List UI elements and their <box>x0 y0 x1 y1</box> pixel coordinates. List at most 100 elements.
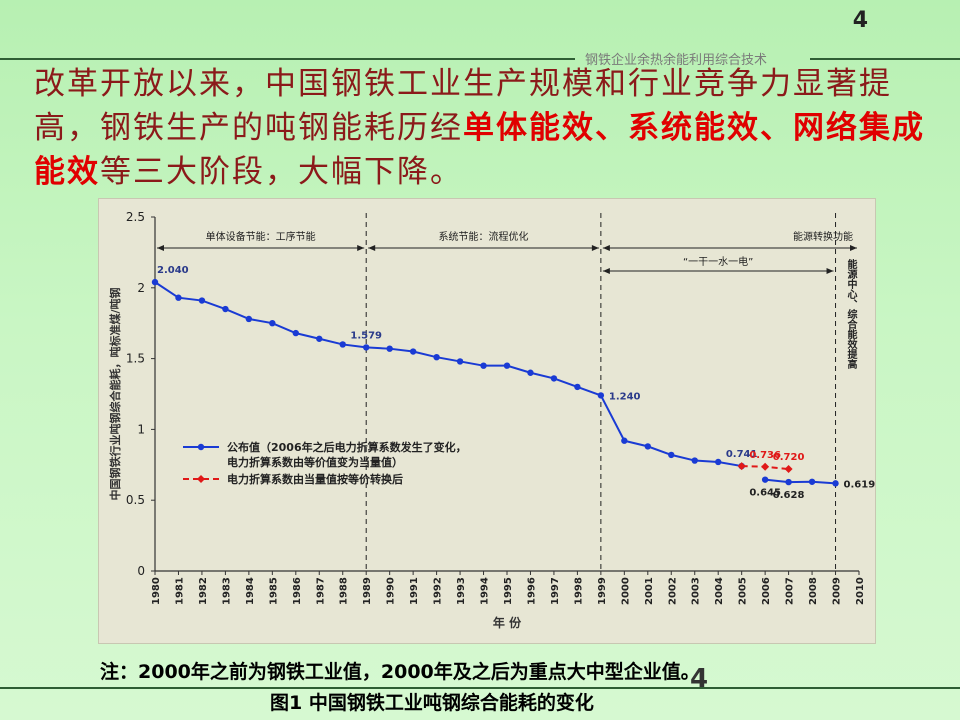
x-tick-label: 1981 <box>174 577 185 605</box>
phase-label: 系统节能：流程优化 <box>439 230 529 243</box>
data-point-converted <box>737 462 746 471</box>
x-tick-label: 2005 <box>738 577 749 605</box>
x-tick-label: 1996 <box>526 577 537 605</box>
data-point <box>503 362 511 369</box>
data-point <box>269 320 276 327</box>
y-tick-label: 0.5 <box>126 493 145 507</box>
data-point <box>151 278 159 286</box>
header-rule-right <box>810 58 960 60</box>
y-tick-label: 1 <box>137 422 145 436</box>
data-point <box>574 383 581 391</box>
legend-marker-converted <box>197 475 205 483</box>
data-point <box>386 345 393 352</box>
value-label: 2.040 <box>157 265 189 276</box>
series-line-published <box>154 281 742 468</box>
data-point <box>691 457 698 464</box>
sub-phase-arrowhead-left <box>602 268 610 274</box>
legend-label-published-cont: 电力折算系数由等价值变为当量值） <box>227 455 403 469</box>
data-point <box>668 451 675 459</box>
x-tick-label: 1980 <box>151 577 162 605</box>
x-tick-label: 1987 <box>315 577 326 605</box>
value-label: 0.741 <box>726 449 758 460</box>
data-point <box>761 476 769 483</box>
y-tick-label: 1.5 <box>126 352 145 366</box>
x-tick-label: 2002 <box>667 577 678 605</box>
side-note: 能源中心、综合能效提高 <box>845 258 858 370</box>
value-label: 0.720 <box>773 452 805 463</box>
phase-label: 单体设备节能：工序节能 <box>206 230 316 243</box>
header-tag: 钢铁企业余热余能利用综合技术 <box>585 53 768 68</box>
value-label: 0.628 <box>773 490 805 501</box>
x-axis-label: 年 份 <box>493 615 522 630</box>
phase-arrowhead-left <box>157 245 164 251</box>
x-tick-label: 1995 <box>503 577 514 605</box>
data-point-converted <box>761 462 770 471</box>
phase-label: 能源转换功能 <box>793 230 853 243</box>
x-tick-label: 1992 <box>433 577 444 605</box>
x-tick-label: 1991 <box>409 577 420 605</box>
figure-caption: 图1 中国钢铁工业吨钢综合能耗的变化 <box>270 692 594 714</box>
phase-arrowhead-left <box>602 245 610 251</box>
value-label: 0.619 <box>844 479 875 490</box>
data-point <box>644 443 651 450</box>
x-tick-label: 1990 <box>386 577 397 605</box>
value-label: 0.645 <box>749 488 781 499</box>
data-point <box>550 375 558 382</box>
x-tick-label: 1986 <box>292 577 303 605</box>
value-label: 0.736 <box>749 450 781 461</box>
phase-arrowhead-right <box>357 245 365 251</box>
x-tick-label: 1997 <box>550 577 561 605</box>
x-tick-label: 1993 <box>456 577 467 605</box>
legend-marker-published <box>197 443 205 451</box>
x-tick-label: 2001 <box>644 577 655 605</box>
data-point <box>832 480 839 487</box>
page-number: 4 <box>852 8 868 33</box>
x-tick-label: 2006 <box>761 577 772 605</box>
footnote: 注：2000年之前为钢铁工业值，2000年及之后为重点大中型企业值。 <box>100 661 700 683</box>
data-point <box>316 335 323 342</box>
data-point <box>527 369 534 376</box>
data-point <box>245 315 253 323</box>
data-point <box>363 344 370 351</box>
x-tick-label: 2003 <box>691 577 702 605</box>
x-tick-label: 2007 <box>785 577 796 605</box>
sub-phase-label: “一干一水一电” <box>683 255 753 268</box>
x-tick-label: 1984 <box>245 577 256 605</box>
footer-rule <box>0 687 960 689</box>
data-point <box>456 358 464 365</box>
data-point <box>339 341 346 348</box>
phase-arrowhead-right <box>591 245 599 251</box>
x-tick-label: 2010 <box>855 577 866 605</box>
x-tick-label: 1989 <box>362 577 373 605</box>
x-tick-label: 2000 <box>620 577 631 605</box>
series-line-published <box>765 478 836 485</box>
data-point <box>597 392 605 399</box>
data-point <box>621 437 628 444</box>
value-label: 1.579 <box>350 330 382 341</box>
x-tick-label: 1985 <box>268 577 279 605</box>
y-tick-label: 2.5 <box>126 210 145 224</box>
y-tick-label: 0 <box>137 564 145 578</box>
data-point <box>785 478 792 486</box>
data-point <box>808 478 816 485</box>
x-tick-label: 1994 <box>480 577 491 605</box>
legend-label-converted: 电力折算系数由当量值按等价转换后 <box>227 472 403 486</box>
data-point <box>433 353 440 361</box>
headline-part1: 改革开放以来，中国钢铁工业生产规模和行业竞争力显著提高，钢铁生产的吨钢能耗历经 <box>34 66 892 146</box>
x-tick-label: 2008 <box>808 577 819 605</box>
header-rule <box>0 58 575 60</box>
data-point <box>175 294 182 301</box>
chart-panel: 0 0.5 1 1.5 2 2.5 1980 1981 1982 1983 1984 1985 1986… <box>98 198 876 644</box>
data-point <box>198 297 206 304</box>
data-point-converted <box>784 465 793 474</box>
x-tick-label: 2004 <box>714 577 725 605</box>
page-number-bottom: 4 <box>690 664 709 694</box>
x-tick-label: 1998 <box>573 577 584 605</box>
y-axis-label: 中国钢铁行业吨钢综合能耗，吨标准煤/吨钢 <box>108 287 122 500</box>
legend-label-published: 公布值（2006年之后电力折算系数发生了变化， <box>227 440 467 454</box>
value-label: 1.240 <box>609 391 641 402</box>
x-tick-label: 1982 <box>198 577 209 605</box>
energy-consumption-chart: 0 0.5 1 1.5 2 2.5 1980 1981 1982 1983 1984 1985 1986… <box>108 210 875 630</box>
data-point <box>480 362 487 369</box>
headline: 改革开放以来，中国钢铁工业生产规模和行业竞争力显著提高，钢铁生产的吨钢能耗历经单… <box>34 62 939 194</box>
